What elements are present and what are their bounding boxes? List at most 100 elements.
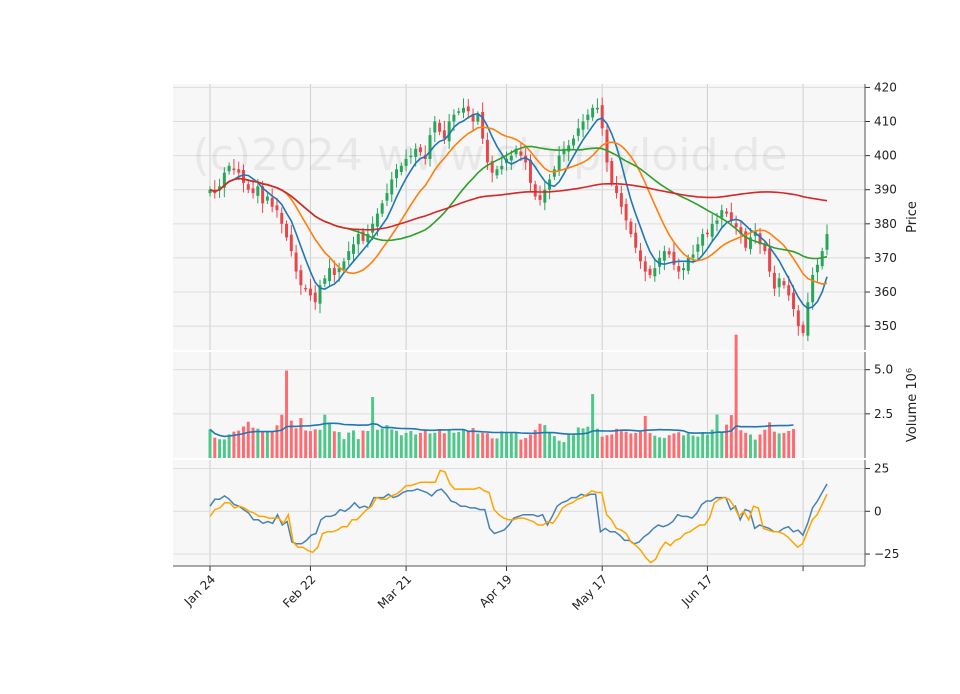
volume-bar [241,426,245,458]
volume-bar [285,370,289,458]
volume-bar [600,436,604,458]
candle-body [375,213,379,227]
volume-bar [466,431,470,458]
y-tick-label: 5.0 [874,363,893,377]
candle-body [332,268,336,275]
volume-bar [308,431,312,458]
volume-bar [638,431,642,458]
price-axis-title: Price [905,201,920,233]
candle-body [356,234,360,245]
volume-bar [375,429,379,458]
volume-bar [552,436,556,458]
candle-body [318,285,322,304]
volume-bar [567,433,571,458]
candle-body [648,268,652,275]
volume-bar [347,432,351,458]
candle-body [323,278,327,284]
volume-bar [528,434,532,458]
candle-body [232,168,236,171]
volume-bar [787,430,791,458]
candle-body [519,151,523,156]
volume-bar [763,429,767,458]
volume-bar [605,435,609,458]
volume-bar [299,418,303,458]
candle-body [265,196,269,201]
candle-body [782,281,786,286]
candle-body [495,169,499,176]
volume-bar [725,424,729,458]
candle-body [395,169,399,179]
candle-body [591,107,595,118]
volume-bar [447,429,451,458]
volume-bar [490,438,494,458]
volume-bar [734,334,738,458]
candle-body [514,148,518,155]
y-tick-label: 0 [874,504,882,518]
candle-body [576,128,580,136]
candle-body [763,244,767,252]
candle-body [304,287,308,290]
volume-bar [495,438,499,458]
candle-body [638,250,642,262]
moving-average-line-ma-medium [209,126,828,285]
candle-body [710,223,714,237]
volume-bar [591,394,595,458]
candle-body [371,223,375,233]
candle-body [328,268,332,282]
candle-body [552,169,556,177]
volume-bar [533,429,537,458]
volume-bar [505,432,509,458]
candle-body [701,234,705,246]
candle-body [481,111,485,139]
volume-bar [237,430,241,458]
volume-bar [634,432,638,458]
candle-body [624,204,628,221]
moving-average-line-ma-short [209,112,828,310]
volume-bar [682,435,685,458]
candle-body [658,257,662,267]
candle-body [811,274,815,303]
volume-bar [753,439,757,458]
volume-bar [662,437,666,458]
x-tick-label: May 17 [569,572,610,613]
volume-bar [729,415,733,458]
volume-bar [399,435,403,458]
y-tick-label: 360 [874,285,897,299]
moving-average-line-ma-longest [209,177,828,231]
volume-bar [548,432,552,458]
volume-bar [213,437,217,458]
candle-body [366,234,370,243]
candle-body [600,105,604,129]
volume-bar [739,430,743,458]
candle-body [418,147,422,153]
candle-body [447,121,451,142]
volume-bar [438,430,442,458]
volume-bar [222,439,226,458]
volume-bar [275,425,279,458]
volume-bar [471,427,475,458]
candle-body [686,257,690,271]
candle-body [567,145,571,152]
volume-bar [218,439,222,458]
volume-series [208,334,796,458]
candle-body [380,203,384,214]
candle-body [294,252,298,272]
candle-body [399,165,403,172]
volume-bar [361,430,365,458]
candle-body [509,155,513,161]
candle-body [385,193,389,201]
volume-bar [318,429,322,458]
volume-bar [586,426,590,458]
volume-bar [452,432,456,458]
y-tick-label: −25 [874,547,899,561]
candle-body [739,227,743,235]
candle-body [610,161,614,183]
volume-bar [509,433,513,458]
volume-bar [409,430,413,458]
volume-bar [385,425,389,458]
volume-bar [208,429,212,458]
candle-body [615,185,619,194]
x-tick-label: Apr 19 [477,572,515,610]
volume-bar [304,430,308,458]
candle-body [533,184,537,197]
